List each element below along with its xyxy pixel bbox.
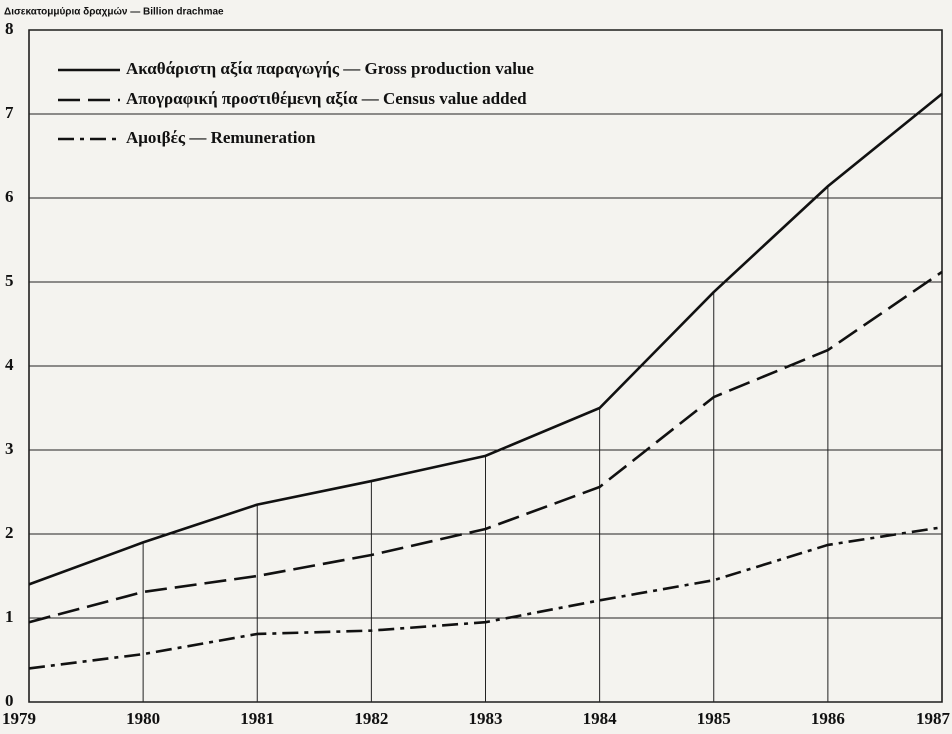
series-line xyxy=(28,92,943,586)
series-line xyxy=(28,270,943,624)
x-tick-label: 1984 xyxy=(583,709,618,728)
x-tick-label: 1987 xyxy=(916,709,951,728)
x-tick-label: 1986 xyxy=(811,709,845,728)
legend-label: Αμοιβές — Remuneration xyxy=(126,128,316,147)
legend-label: Ακαθάριστη αξία παραγωγής — Gross produc… xyxy=(126,59,534,78)
y-tick-label: 4 xyxy=(5,355,14,374)
x-tick-label: 1979 xyxy=(2,709,36,728)
x-tick-label: 1980 xyxy=(126,709,160,728)
x-tick-label: 1983 xyxy=(469,709,503,728)
y-axis-label: Δισεκατομμύρια δραχμών — Billion drachma… xyxy=(4,7,224,18)
y-tick-label: 5 xyxy=(5,271,14,290)
y-tick-label: 8 xyxy=(5,19,14,38)
x-tick-label: 1985 xyxy=(697,709,731,728)
y-tick-label: 0 xyxy=(5,691,14,710)
y-tick-label: 3 xyxy=(5,439,14,458)
x-tick-label: 1981 xyxy=(240,709,274,728)
x-tick-label: 1982 xyxy=(354,709,388,728)
y-tick-label: 6 xyxy=(5,187,14,206)
legend-label: Απογραφική προστιθέμενη αξία — Census va… xyxy=(126,89,527,108)
y-tick-label: 1 xyxy=(5,607,14,626)
y-tick-label: 2 xyxy=(5,523,14,542)
y-tick-label: 7 xyxy=(5,103,14,122)
series-line xyxy=(28,525,943,670)
